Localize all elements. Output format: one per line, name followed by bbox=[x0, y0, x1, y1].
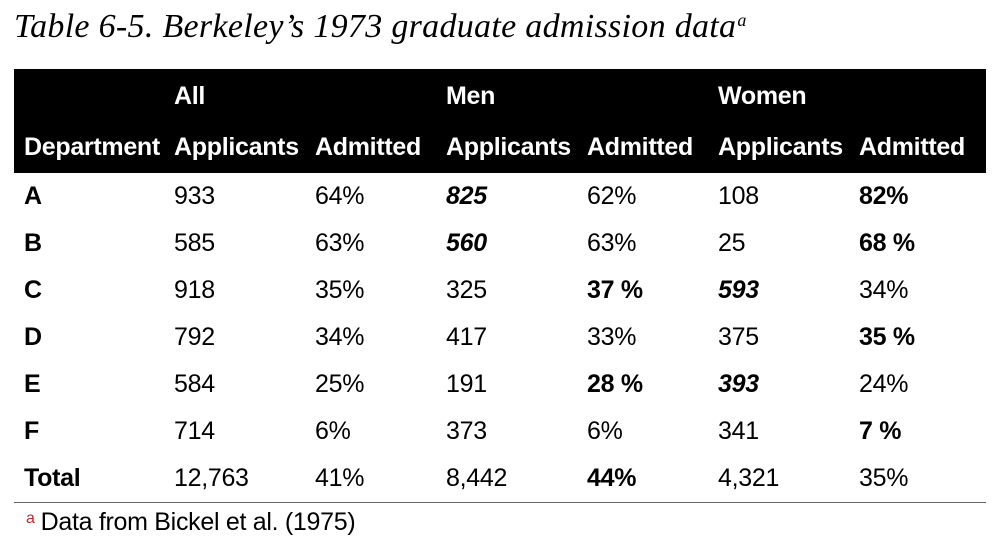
women-applicants-cell: 25 bbox=[718, 229, 746, 257]
table-row: A 933 64% 825 62% 108 82% bbox=[14, 173, 986, 220]
men-admitted-cell: 37 % bbox=[587, 276, 643, 304]
column-header-all-applicants: Applicants bbox=[174, 133, 299, 161]
women-admitted-cell: 68 % bbox=[859, 229, 915, 257]
all-applicants-cell: 918 bbox=[174, 276, 215, 304]
group-header-row: All Men Women bbox=[14, 69, 987, 122]
table-row: C 918 35% 325 37 % 593 34% bbox=[14, 267, 986, 314]
all-admitted-cell: 25% bbox=[315, 370, 365, 398]
all-admitted-cell: 6% bbox=[315, 417, 351, 445]
women-applicants-cell: 593 bbox=[718, 276, 759, 304]
column-header-department: Department bbox=[24, 133, 160, 161]
men-admitted-cell: 63% bbox=[587, 229, 637, 257]
table-row: E 584 25% 191 28 % 393 24% bbox=[14, 361, 986, 408]
all-admitted-cell: 63% bbox=[315, 229, 365, 257]
men-admitted-cell: 33% bbox=[587, 323, 637, 351]
women-applicants-cell: 393 bbox=[718, 370, 759, 398]
department-cell: A bbox=[24, 182, 42, 210]
department-cell: F bbox=[24, 417, 39, 445]
all-admitted-cell: 64% bbox=[315, 182, 365, 210]
men-applicants-cell: 825 bbox=[446, 182, 487, 210]
men-admitted-cell: 6% bbox=[587, 417, 623, 445]
department-cell: B bbox=[24, 229, 42, 257]
admissions-table: All Men Women Department Applicants Admi… bbox=[14, 69, 987, 503]
group-header-women: Women bbox=[718, 82, 807, 110]
all-admitted-cell: 34% bbox=[315, 323, 365, 351]
table-footnote: a Data from Bickel et al. (1975) bbox=[26, 508, 356, 537]
all-admitted-cell: 41% bbox=[315, 455, 447, 503]
women-admitted-cell: 34% bbox=[859, 276, 909, 304]
total-label-cell: Total bbox=[14, 455, 174, 503]
all-admitted-cell: 35% bbox=[315, 276, 365, 304]
men-admitted-cell: 62% bbox=[587, 182, 637, 210]
department-cell: C bbox=[24, 276, 42, 304]
table-header: All Men Women Department Applicants Admi… bbox=[14, 69, 987, 173]
men-applicants-cell: 325 bbox=[446, 276, 487, 304]
men-admitted-cell: 28 % bbox=[587, 370, 643, 398]
all-applicants-cell: 714 bbox=[174, 417, 215, 445]
women-admitted-cell: 7 % bbox=[859, 417, 902, 445]
women-admitted-cell: 35 % bbox=[859, 323, 915, 351]
men-applicants-cell: 560 bbox=[446, 229, 487, 257]
table-body: A 933 64% 825 62% 108 82% B 585 63% 560 … bbox=[14, 173, 987, 503]
table-caption: Table 6-5. Berkeley’s 1973 graduate admi… bbox=[14, 8, 747, 46]
men-admitted-cell: 44% bbox=[587, 455, 719, 503]
women-applicants-cell: 375 bbox=[718, 323, 759, 351]
all-applicants-cell: 584 bbox=[174, 370, 215, 398]
footnote-marker: a bbox=[26, 510, 35, 527]
group-header-all: All bbox=[174, 82, 206, 110]
women-admitted-cell: 82% bbox=[859, 182, 909, 210]
men-applicants-cell: 373 bbox=[446, 417, 487, 445]
women-admitted-cell: 35% bbox=[859, 455, 987, 503]
caption-footnote-marker: a bbox=[737, 10, 747, 30]
all-applicants-cell: 792 bbox=[174, 323, 215, 351]
women-applicants-cell: 341 bbox=[718, 417, 759, 445]
women-applicants-cell: 108 bbox=[718, 182, 759, 210]
caption-text: Table 6-5. Berkeley’s 1973 graduate admi… bbox=[14, 8, 737, 45]
all-applicants-cell: 933 bbox=[174, 182, 215, 210]
women-admitted-cell: 24% bbox=[859, 370, 909, 398]
department-cell: E bbox=[24, 370, 41, 398]
men-applicants-cell: 191 bbox=[446, 370, 487, 398]
women-applicants-cell: 4,321 bbox=[718, 455, 860, 503]
table-row: D 792 34% 417 33% 375 35 % bbox=[14, 314, 986, 361]
group-header-men: Men bbox=[446, 82, 496, 110]
column-header-men-admitted: Admitted bbox=[587, 133, 693, 161]
column-header-women-admitted: Admitted bbox=[859, 133, 965, 161]
column-header-men-applicants: Applicants bbox=[446, 133, 571, 161]
men-applicants-cell: 417 bbox=[446, 323, 487, 351]
column-header-all-admitted: Admitted bbox=[315, 133, 421, 161]
table-row: F 714 6% 373 6% 341 7 % bbox=[14, 408, 986, 455]
column-header-row: Department Applicants Admitted Applicant… bbox=[14, 122, 987, 173]
department-cell: D bbox=[24, 323, 42, 351]
total-row: Total 12,763 41% 8,442 44% 4,321 35% bbox=[14, 455, 987, 503]
table-row: B 585 63% 560 63% 25 68 % bbox=[14, 220, 986, 267]
footnote-text: Data from Bickel et al. (1975) bbox=[40, 508, 356, 536]
column-header-women-applicants: Applicants bbox=[718, 133, 843, 161]
all-applicants-cell: 12,763 bbox=[174, 455, 315, 503]
men-applicants-cell: 8,442 bbox=[446, 455, 588, 503]
all-applicants-cell: 585 bbox=[174, 229, 215, 257]
group-header-blank bbox=[14, 69, 174, 122]
